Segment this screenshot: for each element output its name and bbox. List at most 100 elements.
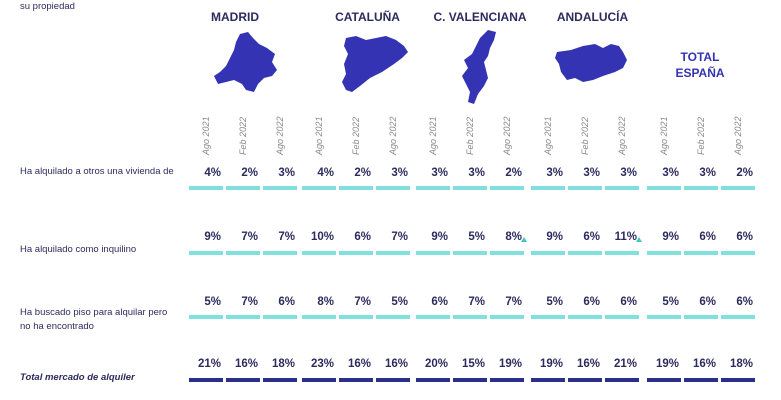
period-label: Ago 2021 — [201, 116, 211, 155]
cell-bar — [302, 251, 336, 255]
cell-value: 4% — [317, 167, 334, 179]
region-header-valencia: C. VALENCIANA — [433, 10, 527, 24]
cell-value: 6% — [699, 296, 716, 308]
cell-bar — [721, 315, 755, 319]
cell-value: 6% — [699, 231, 716, 243]
cell-bar — [647, 186, 681, 190]
madrid-map-icon — [214, 32, 277, 92]
cell-value: 8% — [317, 296, 334, 308]
total-bar — [416, 378, 450, 382]
cell-bar — [189, 251, 223, 255]
cell-value: 6% — [736, 296, 753, 308]
cell-bar — [721, 251, 755, 255]
region-header-cataluna: CATALUÑA — [335, 10, 400, 24]
cell-bar — [263, 186, 297, 190]
cell-value: 9% — [204, 231, 221, 243]
cell-bar — [302, 186, 336, 190]
cell-value: 4% — [204, 167, 221, 179]
cell-value: 7% — [468, 296, 485, 308]
cell-value: 6% — [736, 231, 753, 243]
cell-value: 3% — [546, 167, 563, 179]
cell-value: 23% — [310, 358, 334, 370]
row-label: no ha encontrado — [20, 321, 94, 332]
cell-bar — [453, 186, 487, 190]
cell-bar — [189, 315, 223, 319]
cell-bar — [568, 186, 602, 190]
total-bar — [263, 378, 297, 382]
period-label: Ago 2021 — [314, 116, 324, 155]
cell-bar — [531, 186, 565, 190]
period-label: Ago 2022 — [733, 116, 743, 155]
cell-value: 16% — [384, 358, 408, 370]
cell-bar — [189, 186, 223, 190]
cell-value: 2% — [736, 167, 753, 179]
total-bar — [302, 378, 336, 382]
total-bar — [339, 378, 373, 382]
cell-bar — [339, 186, 373, 190]
period-label: Ago 2022 — [388, 116, 398, 155]
cell-bar — [376, 186, 410, 190]
cell-value: 3% — [468, 167, 485, 179]
cell-bar — [684, 315, 718, 319]
cell-value: 8% — [505, 231, 522, 243]
cell-value: 16% — [692, 358, 716, 370]
cell-value: 3% — [699, 167, 716, 179]
cell-value: 6% — [583, 231, 600, 243]
cell-bar — [453, 251, 487, 255]
cell-bar — [568, 251, 602, 255]
cell-value: 7% — [391, 231, 408, 243]
cell-bar — [721, 186, 755, 190]
region-header-madrid: MADRID — [211, 10, 259, 24]
total-bar — [189, 378, 223, 382]
valencia-map-icon — [462, 30, 496, 104]
cell-bar — [490, 186, 524, 190]
row-label: Ha alquilado como inquilino — [20, 244, 137, 255]
total-bar — [226, 378, 260, 382]
andalucia-map-icon — [555, 44, 627, 82]
period-label: Feb 2022 — [696, 116, 706, 155]
cell-bar — [339, 315, 373, 319]
period-label: Feb 2022 — [351, 116, 361, 155]
cell-value: 16% — [576, 358, 600, 370]
total-bar — [605, 378, 639, 382]
cell-value: 6% — [431, 296, 448, 308]
row-label: Ha alquilado a otros una vivienda de — [20, 166, 174, 177]
cell-bar — [531, 315, 565, 319]
cell-value: 9% — [431, 231, 448, 243]
cell-value: 6% — [583, 296, 600, 308]
total-bar — [453, 378, 487, 382]
total-bar — [568, 378, 602, 382]
cell-value: 21% — [197, 358, 221, 370]
cell-value: 21% — [613, 358, 637, 370]
cell-value: 6% — [278, 296, 295, 308]
region-header-andalucia: ANDALUCÍA — [556, 10, 629, 24]
cell-bar — [376, 251, 410, 255]
cell-bar — [226, 186, 260, 190]
total-bar — [376, 378, 410, 382]
cell-bar — [531, 251, 565, 255]
cell-value: 6% — [354, 231, 371, 243]
period-label: Feb 2022 — [465, 116, 475, 155]
cell-value: 7% — [278, 231, 295, 243]
cell-value: 7% — [354, 296, 371, 308]
cell-bar — [226, 315, 260, 319]
cell-bar — [302, 315, 336, 319]
cataluna-map-icon — [342, 36, 408, 92]
cell-bar — [416, 186, 450, 190]
cell-bar — [647, 315, 681, 319]
row-label: Total mercado de alquiler — [20, 372, 135, 383]
cell-value: 7% — [505, 296, 522, 308]
cell-bar — [684, 186, 718, 190]
cell-bar — [453, 315, 487, 319]
period-label: Ago 2022 — [502, 116, 512, 155]
period-label: Ago 2021 — [659, 116, 669, 155]
cell-value: 10% — [310, 231, 334, 243]
cell-value: 5% — [546, 296, 563, 308]
period-label: Ago 2021 — [543, 116, 553, 155]
cell-value: 3% — [662, 167, 679, 179]
row-label: Ha buscado piso para alquilar pero — [20, 307, 168, 318]
cell-bar — [226, 251, 260, 255]
total-bar — [721, 378, 755, 382]
increase-arrow-icon — [521, 237, 527, 242]
cell-value: 19% — [655, 358, 679, 370]
